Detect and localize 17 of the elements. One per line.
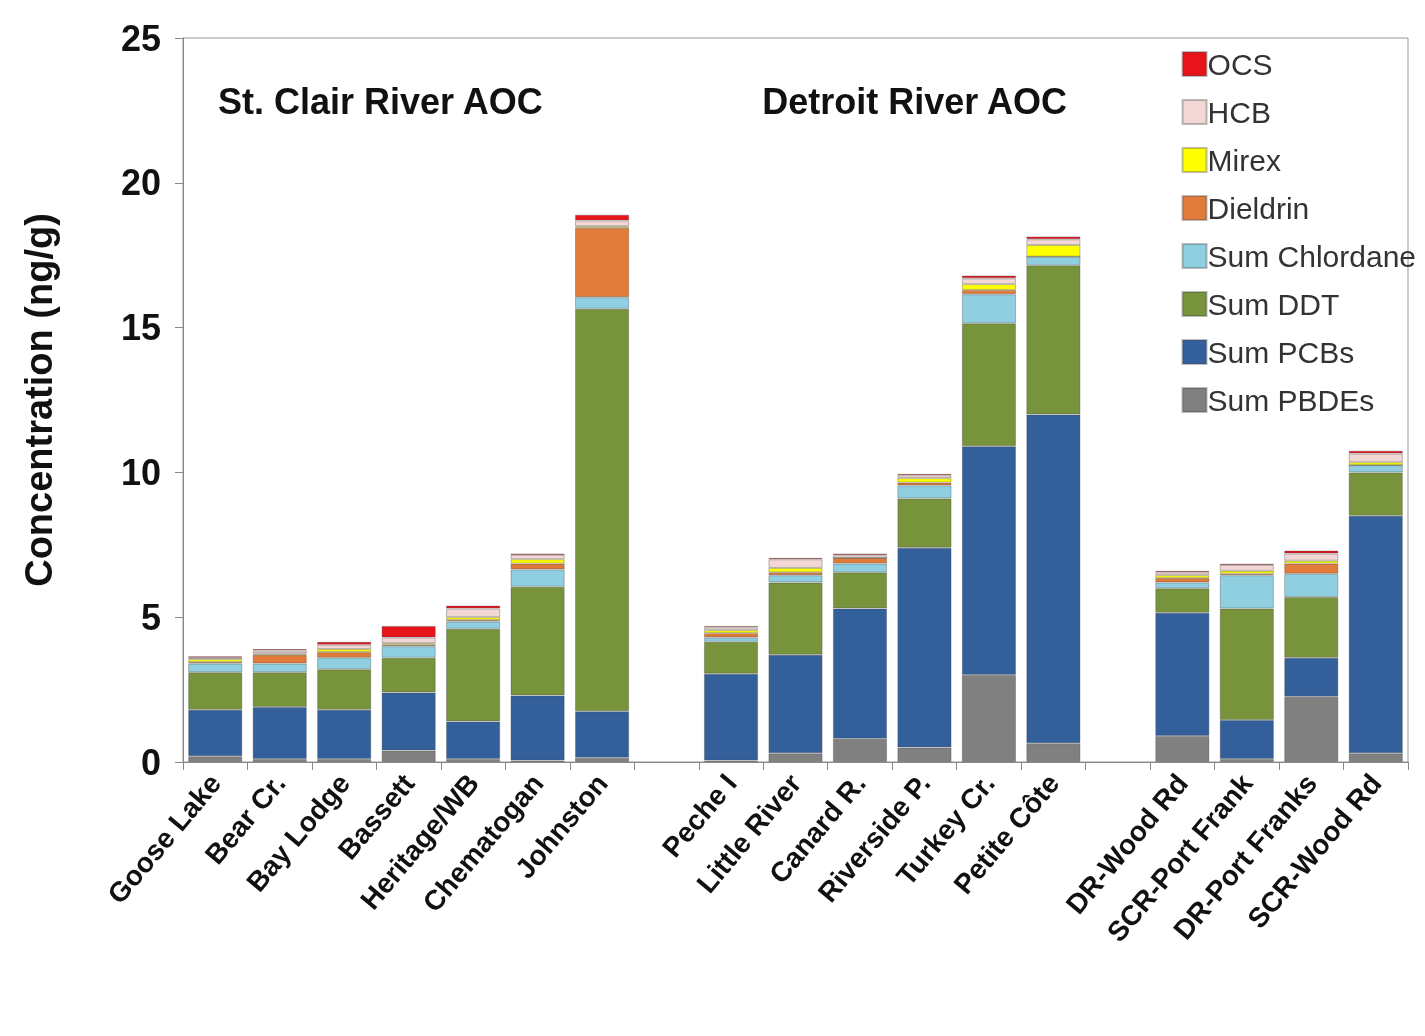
- legend-label: OCS: [1207, 47, 1273, 81]
- y-tick-label: 10: [120, 451, 161, 493]
- y-axis-title: Concentration (ng/g): [18, 213, 60, 587]
- y-tick-label: 15: [120, 307, 161, 349]
- legend-label: Sum DDT: [1207, 287, 1340, 321]
- annotation: Detroit River AOC: [762, 80, 1067, 122]
- y-tick-label: 5: [140, 596, 161, 638]
- legend-label: Mirex: [1207, 143, 1281, 177]
- legend-label: Sum Chlordane: [1207, 239, 1417, 273]
- y-tick-label: 25: [120, 17, 161, 59]
- y-tick-label: 0: [140, 741, 161, 783]
- annotation: St. Clair River AOC: [218, 80, 543, 122]
- legend-label: Sum PBDEs: [1207, 383, 1375, 417]
- legend-label: HCB: [1207, 95, 1271, 129]
- y-tick-label: 20: [120, 162, 161, 204]
- legend-label: Dieldrin: [1207, 191, 1310, 225]
- legend-label: Sum PCBs: [1207, 335, 1355, 369]
